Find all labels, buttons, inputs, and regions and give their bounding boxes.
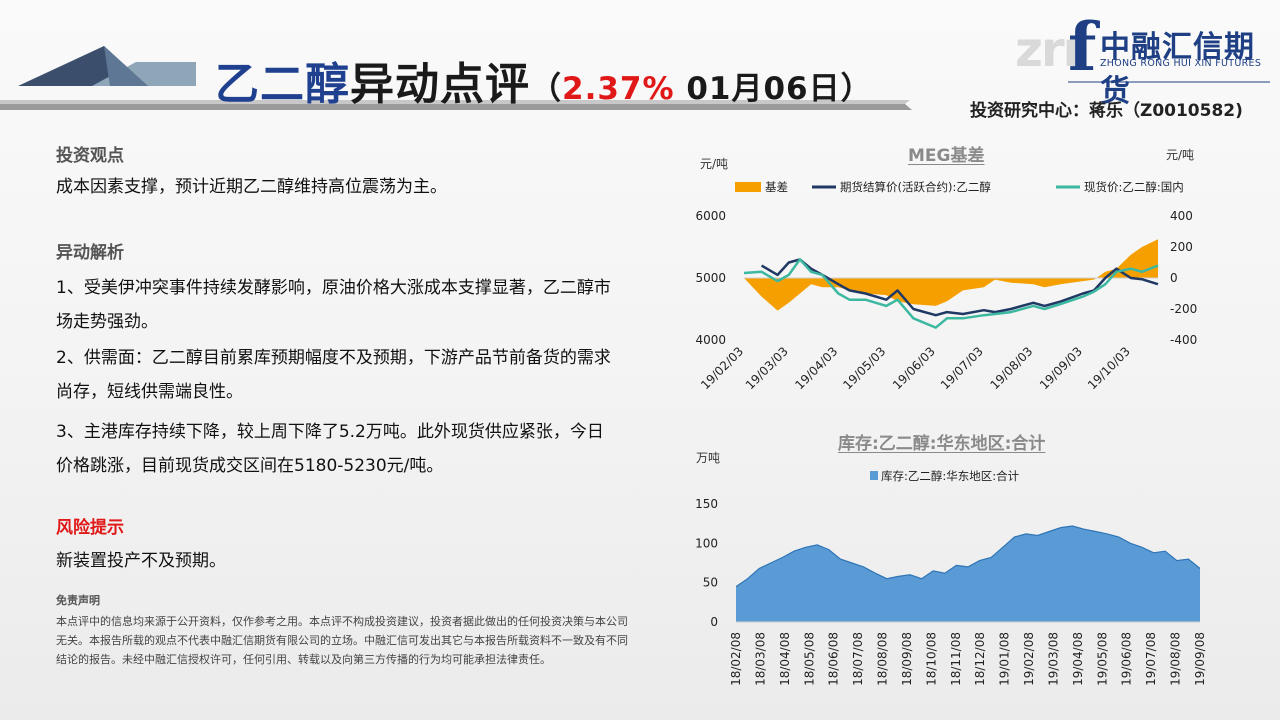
title-date: 01月06日 [674,71,841,107]
analysis-heading: 异动解析 [56,243,124,263]
inventory-xtick-17: 19/07/08 [1144,632,1158,686]
basis-ytick-left-2: 6000 [695,209,726,223]
analysis-point-1: 1、受美伊冲突事件持续发酵影响，原油价格大涨成本支撑显著，乙二醇市场走势强劲。 [56,278,611,332]
analysis-point-3: 3、主港库存持续下降，较上周下降了5.2万吨。此外现货供应紧张，今日价格跳涨，目… [56,422,604,476]
title-change-pct: 2.37% [562,71,675,107]
view-text: 成本因素支撑，预计近期乙二醇维持高位震荡为主。 [56,177,447,197]
basis-xtick-0: 19/02/03 [698,344,746,392]
basis-xtick-2: 19/04/03 [792,344,840,392]
basis-ytick-right-4: 400 [1170,209,1193,223]
inventory-legend-label: 库存:乙二醇:华东地区:合计 [881,469,1020,483]
inventory-ytick-0: 0 [710,615,718,629]
analyst-credit: 投资研究中心：蒋乐（Z0010582) [970,101,1243,121]
disclaimer-text: 本点评中的信息均来源于公开资料，仅作参考之用。本点评不构成投资建议，投资者据此做… [56,615,628,666]
basis-xtick-8: 19/10/03 [1085,344,1133,392]
analysis-point-2: 2、供需面：乙二醇目前累库预期幅度不及预期，下游产品节前备货的需求尚存，短线供需… [56,348,611,402]
basis-legend-label-0: 基差 [765,180,788,194]
inventory-unit: 万吨 [696,451,720,465]
basis-ytick-right-2: 0 [1170,271,1178,285]
basis-ytick-right-0: -400 [1170,333,1197,347]
basis-ytick-left-0: 4000 [695,333,726,347]
basis-ytick-right-1: -200 [1170,302,1197,316]
inventory-xtick-18: 19/08/08 [1169,632,1183,686]
basis-ytick-left-1: 5000 [695,271,726,285]
inventory-xtick-10: 18/12/08 [973,632,987,686]
inventory-chart-title: 库存:乙二醇:华东地区:合计 [838,434,1046,454]
risk-text: 新装置投产不及预期。 [56,551,226,571]
brand-name: 中融汇信期货 [1100,30,1255,109]
inventory-xtick-5: 18/07/08 [851,632,865,686]
inventory-area [736,526,1200,622]
basis-right-unit: 元/吨 [1166,148,1194,162]
inventory-xtick-7: 18/09/08 [900,632,914,686]
inventory-xtick-1: 18/03/08 [753,632,767,686]
inventory-xtick-4: 18/06/08 [827,632,841,686]
basis-left-unit: 元/吨 [700,157,728,171]
inventory-outline [735,525,1201,588]
basis-xtick-1: 19/03/03 [743,344,791,392]
title-product: 乙二醇 [215,59,350,110]
inventory-xtick-19: 19/09/08 [1193,632,1207,686]
basis-xtick-6: 19/08/03 [987,344,1035,392]
inventory-legend-swatch [870,471,878,480]
basis-chart-title: MEG基差 [908,146,985,166]
spot-price-line [743,258,1159,329]
basis-legend-swatch-0 [735,182,761,192]
brand-name-en: ZHONG RONG HUI XIN FUTURES [1100,58,1262,69]
brand-watermark: zrr [1015,22,1086,78]
basis-xtick-5: 19/07/03 [938,344,986,392]
basis-area [744,239,1158,311]
view-heading: 投资观点 [56,146,124,166]
title-paren-open: （ [530,71,562,107]
basis-chart: 元/吨元/吨基差 期货结算价(活跃合约):乙二醇 现货价:乙二醇:国内4000500… [695,148,1197,392]
inventory-ytick-2: 100 [695,536,718,550]
basis-legend-label-2: 现货价:乙二醇:国内 [1084,180,1184,194]
inventory-xtick-0: 18/02/08 [729,632,743,686]
title-topic: 异动点评 [350,59,530,110]
basis-xtick-3: 19/05/03 [840,344,888,392]
basis-ytick-right-3: 200 [1170,240,1193,254]
inventory-xtick-8: 18/10/08 [924,632,938,686]
title-paren-close: ） [840,71,873,107]
inventory-xtick-3: 18/05/08 [802,632,816,686]
header-underline [0,100,910,104]
inventory-xtick-6: 18/08/08 [876,632,890,686]
inventory-ytick-3: 150 [695,497,718,511]
inventory-xtick-16: 19/06/08 [1120,632,1134,686]
inventory-xtick-13: 19/03/08 [1046,632,1060,686]
inventory-xtick-9: 18/11/08 [949,632,963,686]
inventory-xtick-14: 19/04/08 [1071,632,1085,686]
inventory-xtick-15: 19/05/08 [1095,632,1109,686]
inventory-ytick-1: 50 [703,576,718,590]
inventory-xtick-2: 18/04/08 [778,632,792,686]
brand-logo-letter: f [1068,8,1097,86]
risk-heading: 风险提示 [56,518,124,538]
futures-price-line [760,258,1159,317]
inventory-xtick-11: 19/01/08 [998,632,1012,686]
page-title: 乙二醇异动点评（2.37% 01月06日） [215,48,873,112]
disclaimer-heading: 免责声明 [56,594,100,607]
header-triangle-mid [104,46,148,86]
basis-xtick-4: 19/06/03 [890,344,938,392]
header-underline-shadow [0,104,912,110]
inventory-xtick-12: 19/02/08 [1022,632,1036,686]
basis-legend-label-1: 期货结算价(活跃合约):乙二醇 [840,180,991,194]
basis-xtick-7: 19/09/03 [1037,344,1085,392]
